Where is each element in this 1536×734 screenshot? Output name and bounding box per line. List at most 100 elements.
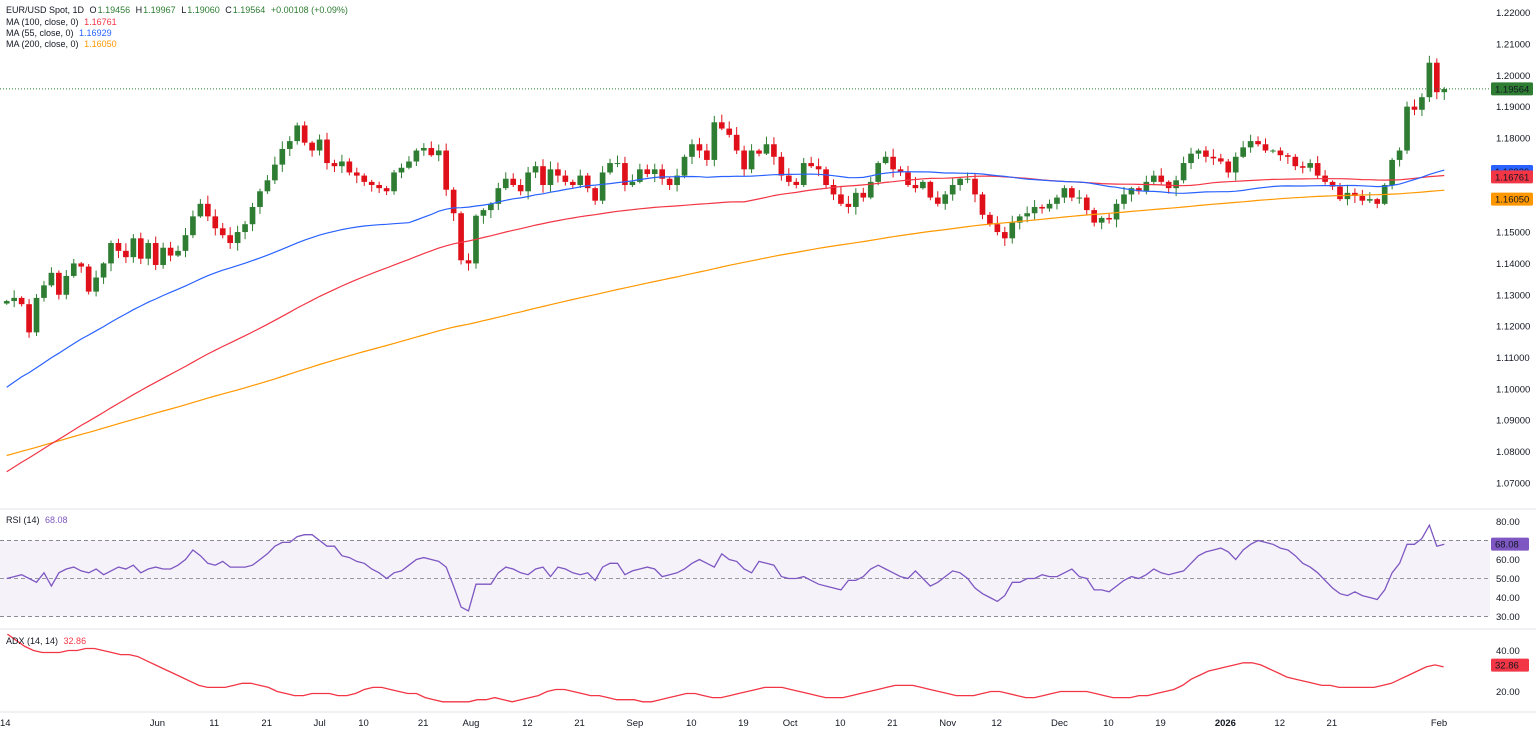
candle-body <box>137 238 144 259</box>
candle-body <box>376 185 382 189</box>
candle-body <box>778 156 785 176</box>
price-y-tick: 1.19000 <box>1496 102 1530 113</box>
candle-body <box>987 214 993 225</box>
price-y-tick: 1.12000 <box>1496 322 1530 333</box>
candle-body <box>659 169 666 179</box>
candle-body <box>3 301 10 304</box>
candle-body <box>771 144 777 157</box>
candle-body <box>756 150 762 154</box>
price-y-tick: 1.13000 <box>1496 290 1530 301</box>
candle-body <box>994 224 1001 233</box>
rsi-value: 68.08 <box>45 515 68 525</box>
low-label: L <box>181 5 187 15</box>
candle-body <box>853 192 859 207</box>
adx-y-tick: 40.00 <box>1496 646 1520 657</box>
candle-body <box>428 148 435 156</box>
candle-body <box>555 169 561 176</box>
candle-body <box>1009 222 1016 239</box>
candle-body <box>569 181 576 186</box>
x-axis-tick: Dec <box>1051 718 1068 729</box>
candle-body <box>1329 181 1336 187</box>
candle-body <box>696 144 703 151</box>
ma100-legend[interactable]: MA (100, close, 0) 1.16761 <box>6 17 120 27</box>
ma55-value: 1.16929 <box>79 28 112 38</box>
candle-body <box>406 161 412 168</box>
candle-body <box>458 213 464 261</box>
candle-body <box>867 181 874 198</box>
candle-body <box>1366 199 1373 201</box>
candle-body <box>435 150 442 156</box>
candle-body <box>78 263 85 267</box>
candle-body <box>1232 156 1239 173</box>
candle-body <box>1098 217 1105 223</box>
candle-body <box>145 243 152 259</box>
candle-body <box>383 188 390 192</box>
candle-body <box>562 175 569 182</box>
candle-body <box>1091 210 1098 223</box>
candle-body <box>942 194 949 204</box>
candle-body <box>1404 106 1410 151</box>
adx-y-tick: 20.00 <box>1496 687 1520 698</box>
candle-body <box>957 178 963 186</box>
candle-body <box>353 172 360 176</box>
candle-body <box>272 164 278 181</box>
ma55-legend[interactable]: MA (55, close, 0) 1.16929 <box>6 28 115 38</box>
candle-body <box>301 125 308 143</box>
candle-body <box>637 169 643 182</box>
x-axis-tick: 21 <box>574 718 585 729</box>
rsi-last-label: 68.08 <box>1495 540 1519 551</box>
candle-body <box>1433 62 1440 93</box>
candle-body <box>1031 206 1038 214</box>
candle-body <box>1277 150 1284 156</box>
candle-body <box>1069 188 1075 198</box>
candle-body <box>979 194 986 215</box>
price-y-tick: 1.22000 <box>1496 8 1530 19</box>
candle-body <box>368 181 375 186</box>
candle-body <box>160 247 166 265</box>
candle-body <box>1039 206 1045 209</box>
candle-body <box>331 163 338 167</box>
candle-body <box>18 297 25 305</box>
last-price-label-bg <box>1491 82 1533 96</box>
candle-body <box>934 197 941 204</box>
rsi-legend[interactable]: RSI (14) 68.08 <box>6 515 71 525</box>
candle-body <box>920 181 926 189</box>
x-axis-tick: 14 <box>0 718 11 729</box>
x-axis-tick: 21 <box>418 718 429 729</box>
candle-body <box>115 243 122 251</box>
candle-body <box>629 181 636 186</box>
candle-body <box>123 250 129 258</box>
ma55-line <box>6 169 1445 388</box>
candle-body <box>763 144 770 154</box>
candle-body <box>1337 186 1343 200</box>
adx-value: 32.86 <box>63 636 87 646</box>
x-axis-tick: 10 <box>835 718 846 729</box>
candle-body <box>912 185 919 189</box>
candle-body <box>808 163 814 167</box>
candle-body <box>242 224 248 233</box>
ma100-axis-label-bg <box>1491 170 1533 184</box>
price-y-tick: 1.20000 <box>1496 71 1530 82</box>
candle-body <box>510 178 517 186</box>
candle-body <box>1188 153 1194 164</box>
candle-body <box>234 232 241 244</box>
candle-body <box>1121 194 1127 204</box>
candle-body <box>1389 159 1395 186</box>
candle-body <box>1001 232 1008 239</box>
ma100-value: 1.16761 <box>84 17 117 27</box>
candle-body <box>11 297 18 302</box>
candle-body <box>443 150 450 190</box>
candle-body <box>644 169 651 175</box>
adx-legend[interactable]: ADX (14, 14) 32.86 <box>6 636 89 646</box>
candle-body <box>718 122 725 129</box>
candle-body <box>1374 199 1381 204</box>
x-axis-tick: Jun <box>150 718 165 729</box>
candle-body <box>897 169 904 173</box>
x-axis-tick: Feb <box>1431 718 1447 729</box>
x-axis-tick: 10 <box>1103 718 1114 729</box>
open-value: 1.19456 <box>97 5 131 15</box>
candle-body <box>1217 158 1224 162</box>
ma200-legend[interactable]: MA (200, close, 0) 1.16050 <box>6 39 120 49</box>
x-axis-tick: 12 <box>522 718 533 729</box>
